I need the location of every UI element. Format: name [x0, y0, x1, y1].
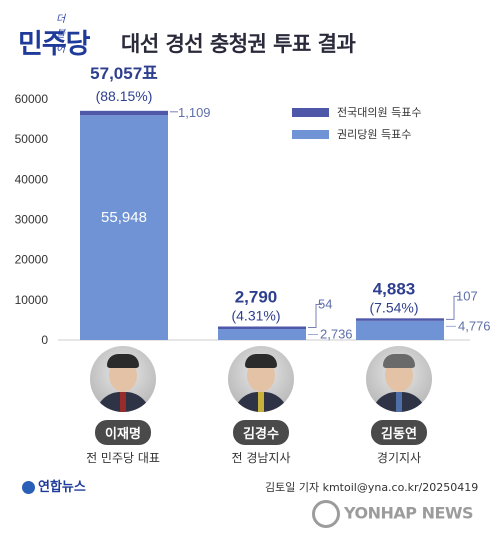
legend-item-rights: 권리당원 득표수 [292, 123, 421, 145]
y-tick-label: 40000 [15, 172, 49, 186]
y-tick-label: 20000 [15, 253, 49, 267]
candidate-role-kim-dongyeon: 경기지사 [376, 451, 422, 465]
candidate-name-lee: 이재명 [95, 420, 151, 445]
bar-segment-national [80, 110, 168, 116]
percent-label: (88.15%) [96, 88, 153, 104]
y-tick-label: 30000 [15, 213, 49, 227]
y-tick-label: 10000 [15, 293, 49, 307]
percent-label: (4.31%) [231, 308, 280, 324]
watermark: YONHAP NEWS [312, 500, 474, 528]
leader-line-national [308, 304, 322, 329]
leader-line-national [446, 295, 460, 320]
segment-label-national: 54 [318, 297, 332, 312]
stacked-bar-chart: 0 10000 20000 30000 40000 50000 60000 57,057표 (8… [15, 64, 491, 347]
legend: 전국대의원 득표수 권리당원 득표수 [292, 101, 421, 145]
y-tick-label: 50000 [15, 132, 49, 146]
yonhap-logo-text: 연합뉴스 [38, 480, 86, 495]
credit-line: 김토일 기자 kmtoil@yna.co.kr/20250419 [265, 481, 479, 494]
segment-label-rights: 4,776 [458, 318, 491, 333]
legend-label-rights: 권리당원 득표수 [337, 128, 412, 141]
bar-segment-rights [356, 320, 444, 340]
page-title: 대선 경선 충청권 투표 결과 [121, 32, 356, 56]
candidate-photo-kim-dongyeon [366, 346, 432, 412]
yonhap-logo: 연합뉴스 [22, 476, 86, 495]
party-small-label: 더불어 [56, 14, 66, 55]
bar-segment-national [218, 326, 306, 330]
yonhap-logo-icon [22, 481, 35, 494]
total-label: 57,057표 [90, 64, 158, 83]
legend-item-national: 전국대의원 득표수 [292, 101, 421, 123]
legend-label-national: 전국대의원 득표수 [337, 106, 422, 119]
party-logo-text: 민주당 [18, 29, 91, 60]
candidate-lee: 이재명 전 민주당 대표 [68, 346, 178, 466]
total-label: 4,883 [373, 279, 416, 298]
candidate-role-lee: 전 민주당 대표 [86, 451, 160, 465]
candidate-kim-dongyeon: 김동연 경기지사 [344, 346, 454, 466]
percent-label: (7.54%) [369, 299, 418, 315]
candidate-name-kim-dongyeon: 김동연 [371, 420, 427, 445]
segment-label-national: 1,109 [178, 105, 211, 120]
bar-segment-national [356, 318, 444, 321]
legend-swatch-rights [292, 129, 329, 139]
segment-label-rights: 2,736 [320, 327, 353, 342]
y-tick-label: 0 [41, 333, 48, 347]
segment-label-national: 107 [456, 288, 478, 303]
candidate-kim-gyeongsu: 김경수 전 경남지사 [206, 346, 316, 466]
candidate-role-kim-gyeongsu: 전 경남지사 [231, 451, 291, 465]
candidate-name-kim-gyeongsu: 김경수 [233, 420, 289, 445]
y-tick-label: 60000 [15, 92, 49, 106]
candidate-photo-lee [90, 346, 156, 412]
watermark-text: YONHAP NEWS [344, 503, 474, 523]
candidate-photo-kim-gyeongsu [228, 346, 294, 412]
legend-swatch-national [292, 107, 329, 117]
total-label: 2,790 [235, 288, 278, 307]
bar-segment-rights [80, 115, 168, 340]
watermark-icon [312, 500, 340, 528]
segment-label-rights: 55,948 [101, 209, 147, 226]
bar-segment-rights [218, 329, 306, 340]
